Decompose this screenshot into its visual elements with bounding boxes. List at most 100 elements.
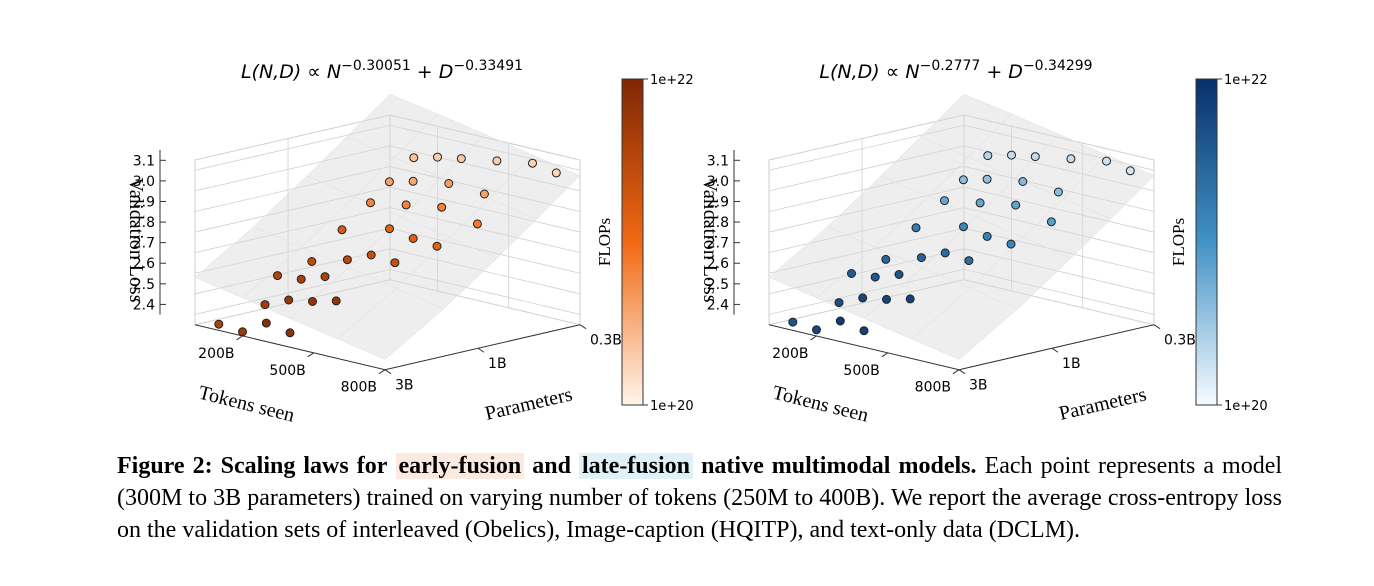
data-point [238,327,247,337]
data-point [812,325,821,335]
loss-tick-label: 3.1 [707,153,729,169]
colorbar-min-label: 1e+20 [650,399,694,414]
data-point [983,151,993,161]
params-tick-mark [1051,347,1059,353]
tokens-tick-label: 200B [198,346,234,362]
data-point [1125,166,1135,176]
caption-figure-label: Figure 2: Scaling laws for [117,453,388,479]
params-tick-mark [958,369,966,375]
params-axis-title: Parameters [483,383,575,424]
loss-tick-label: 2.4 [707,297,729,313]
data-point [858,293,868,303]
chart-title: L(N,D) ∝ N−0.2777 + D−0.34299 [819,58,1092,83]
figure: 3.1 3.0 2.9 2.8 2.7 2.6 2.5 2.4 200B 500B 800B 3B 1B… [125,58,1268,427]
data-point [982,174,992,184]
loss-axis-title: Validation Loss [125,178,147,303]
caption-and: and [532,453,571,479]
chart-panel-1: 3.1 3.0 2.9 2.8 2.7 2.6 2.5 2.4 200B 500B 800B 3B 1B… [125,58,694,427]
data-point [940,248,950,258]
loss-axis-title: Validation Loss [699,178,721,303]
title-base: L(N,D) ∝ N [819,61,919,83]
data-point [444,179,454,188]
tokens-tick-label: 800B [341,380,377,396]
tokens-axis-title: Tokens seen [196,382,296,427]
data-point [401,200,411,210]
chart-title: L(N,D) ∝ N−0.30051 + D−0.33491 [241,58,523,83]
data-point [320,272,330,282]
tokens-tick-mark [378,369,386,375]
colorbar [621,78,644,406]
data-point [964,256,974,266]
loss-tick-label: 2.5 [133,277,155,293]
data-point [528,158,537,168]
figure-caption: Figure 2: Scaling laws for early-fusion … [117,450,1282,546]
params-axis-line [384,324,581,371]
data-point [958,175,968,185]
tokens-axis-line [194,324,386,371]
data-point [214,319,224,329]
data-point [1018,177,1028,186]
loss-tick-label: 2.7 [707,236,729,252]
tokens-tick-mark [236,335,243,341]
data-point [1007,150,1016,160]
data-point [916,253,926,263]
data-point [409,153,419,163]
data-point [433,152,442,162]
tokens-tick-mark [952,369,960,375]
data-point [847,269,856,278]
data-point [284,295,294,305]
data-point [788,317,798,327]
params-tick-label: 0.3B [1164,333,1196,349]
loss-tick-label: 2.9 [133,194,155,210]
data-point [1046,217,1056,227]
data-point [1006,239,1016,249]
data-point [479,189,489,199]
params-tick-label: 1B [1062,356,1081,372]
params-tick-mark [384,369,392,375]
title-exponent-n: −0.2777 [920,58,981,74]
colorbar-max-label: 1e+22 [650,73,694,88]
data-point [260,300,270,310]
data-point [456,154,466,164]
data-point [1102,156,1111,166]
data-point [307,257,317,266]
params-tick-label: 3B [969,378,988,394]
loss-tick-label: 3.0 [133,174,155,190]
loss-tick-label: 2.5 [707,277,729,293]
data-point [905,294,915,304]
data-point [385,224,394,234]
tokens-tick-mark [881,352,889,358]
colorbar-max-label: 1e+22 [1224,73,1268,88]
title-exponent-d: −0.34299 [1023,58,1093,74]
data-point [1011,200,1021,210]
colorbar-title: FLOPs [595,218,614,266]
data-point [1053,187,1063,197]
tokens-tick-mark [810,335,817,341]
caption-late-fusion: late-fusion [579,453,693,479]
data-point [408,176,418,186]
caption-title-rest: native multimodal models. [701,453,977,479]
data-point [959,222,968,232]
data-point [408,234,418,243]
loss-tick-label: 2.6 [133,256,155,272]
tokens-axis-title: Tokens seen [770,382,870,427]
data-point [881,254,891,264]
tokens-tick-label: 500B [269,363,305,379]
data-point [551,168,561,178]
data-point [1066,154,1076,164]
title-base: L(N,D) ∝ N [241,61,341,83]
data-point [384,177,394,187]
loss-tick-label: 2.4 [133,297,155,313]
data-point [342,255,352,265]
loss-tick-label: 2.6 [707,256,729,272]
data-point [834,298,844,308]
data-point [331,296,341,306]
data-point [911,223,921,233]
data-point [337,225,347,235]
data-point [975,198,985,208]
params-tick-label: 0.3B [590,333,622,349]
chart-panel-2: 3.1 3.0 2.9 2.8 2.7 2.6 2.5 2.4 200B 500B 800B 3B 1B… [699,58,1268,427]
tokens-tick-label: 200B [772,346,808,362]
data-point [285,328,295,338]
data-point [1030,152,1040,162]
